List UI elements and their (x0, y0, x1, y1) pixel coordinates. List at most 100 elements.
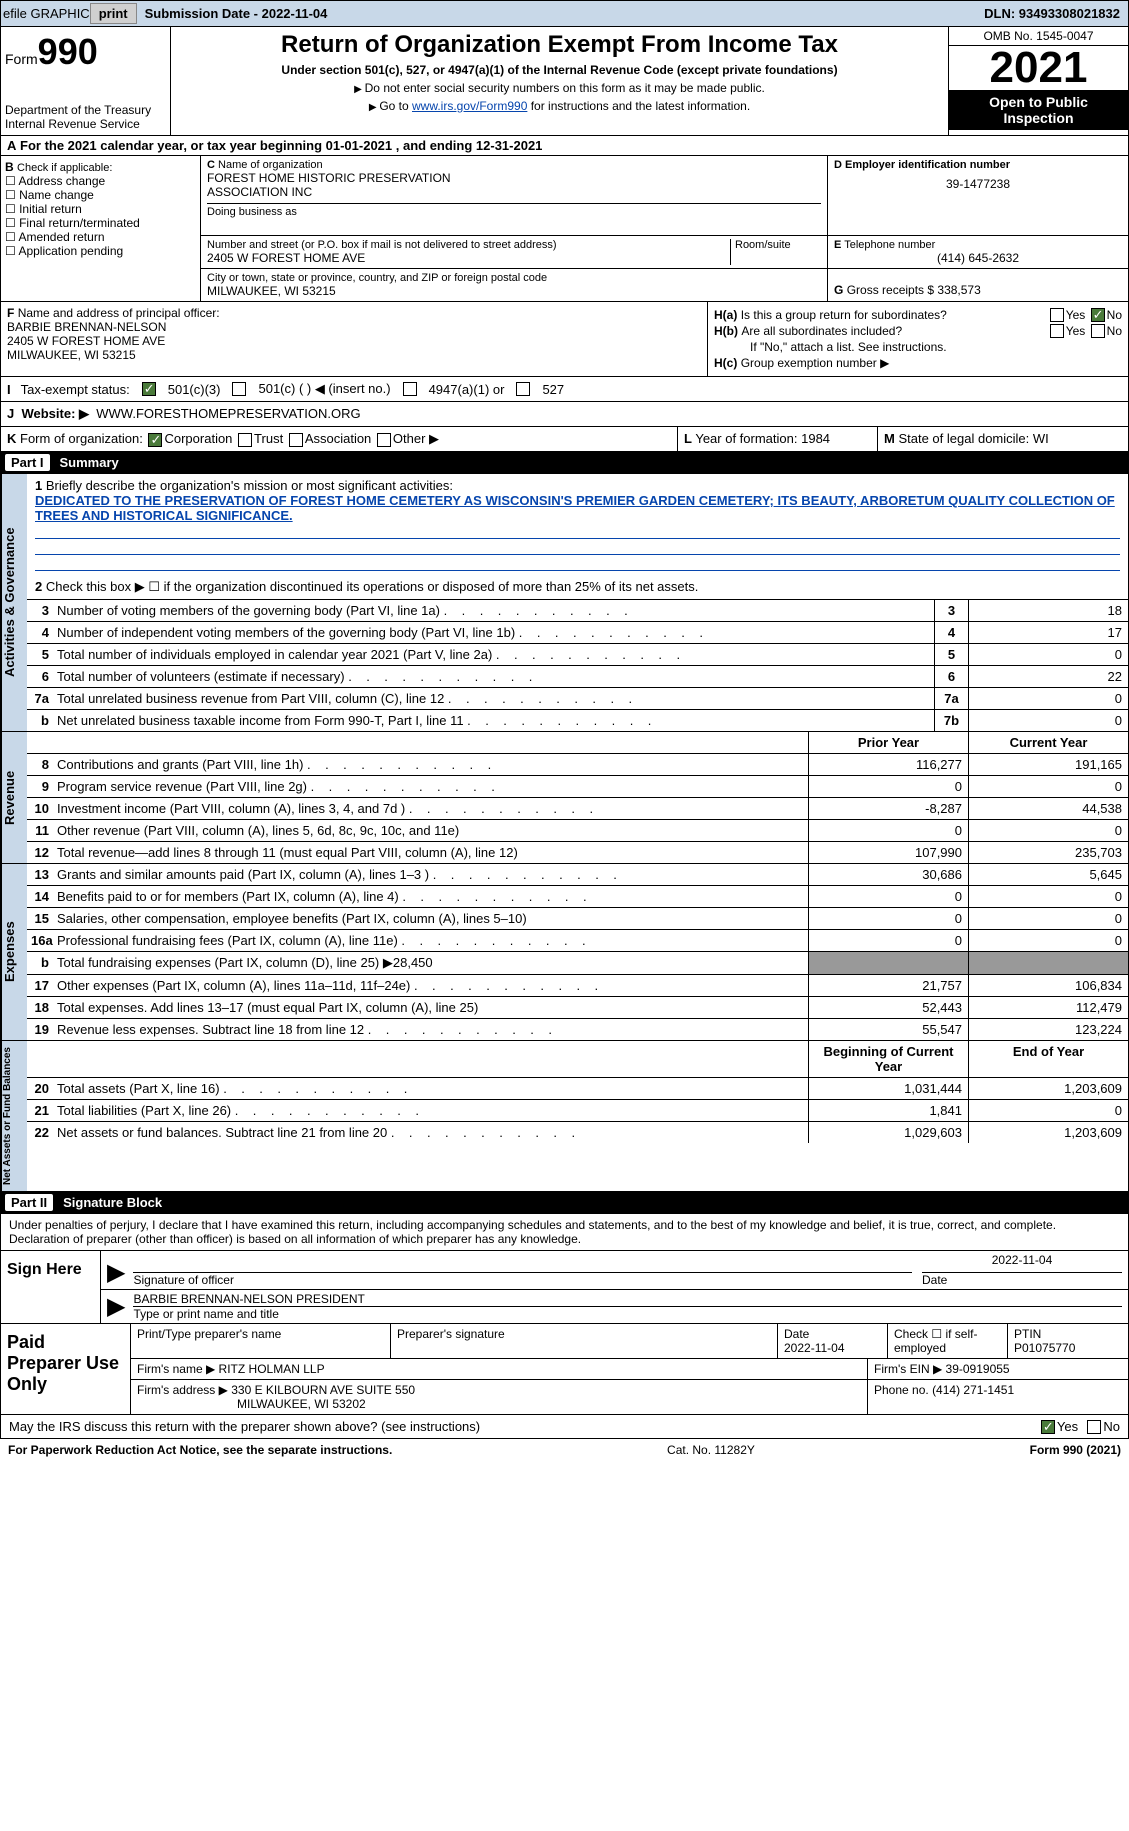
sig-name: BARBIE BRENNAN-NELSON PRESIDENT (133, 1292, 1122, 1307)
website-url: WWW.FORESTHOMEPRESERVATION.ORG (96, 406, 360, 421)
firm-label: Firm's name ▶ (137, 1362, 215, 1376)
prep-date: 2022-11-04 (784, 1341, 845, 1355)
submission-date: Submission Date - 2022-11-04 (145, 6, 328, 21)
line2-text: Check this box ▶ ☐ if the organization d… (46, 579, 699, 594)
line13: Grants and similar amounts paid (Part IX… (53, 864, 808, 885)
form-subtitle: Under section 501(c), 527, or 4947(a)(1)… (175, 63, 944, 77)
dba-label: Doing business as (207, 203, 821, 218)
summary-revenue: Revenue Prior YearCurrent Year 8Contribu… (0, 732, 1129, 864)
prep-name-label: Print/Type preparer's name (131, 1324, 391, 1358)
street-label: Number and street (or P.O. box if mail i… (207, 239, 726, 251)
street: 2405 W FOREST HOME AVE (207, 251, 726, 265)
sig-officer-label: Signature of officer (133, 1273, 234, 1287)
officer-name: BARBIE BRENNAN-NELSON (7, 320, 701, 334)
chk-501c3[interactable] (142, 382, 156, 396)
ssn-note: Do not enter social security numbers on … (175, 81, 944, 95)
goto-note: Go to www.irs.gov/Form990 for instructio… (175, 99, 944, 113)
line16a: Professional fundraising fees (Part IX, … (53, 930, 808, 951)
ptin: P01075770 (1014, 1341, 1075, 1355)
ha-question: Is this a group return for subordinates? (741, 308, 1048, 322)
chk-address[interactable]: Address change (5, 174, 196, 188)
cat-no: Cat. No. 11282Y (392, 1443, 1029, 1457)
prep-sig-label: Preparer's signature (391, 1324, 778, 1358)
chk-other[interactable] (377, 433, 391, 447)
open-inspection: Open to Public Inspection (949, 90, 1128, 130)
ein-label: Employer identification number (845, 159, 1010, 171)
gross-receipts: 338,573 (937, 283, 980, 297)
part2-header: Part IISignature Block (0, 1192, 1129, 1214)
ha-yes[interactable] (1050, 308, 1064, 322)
chk-amended[interactable]: Amended return (5, 230, 196, 244)
form-header: Form990 Department of the Treasury Inter… (0, 27, 1129, 136)
chk-501c[interactable] (232, 382, 246, 396)
signature-block: Under penalties of perjury, I declare th… (0, 1214, 1129, 1324)
top-bar: efile GRAPHIC print Submission Date - 20… (0, 0, 1129, 27)
sig-date: 2022-11-04 (922, 1253, 1122, 1273)
hb-no[interactable] (1091, 324, 1105, 338)
form-number: 990 (38, 31, 98, 72)
form-label: Form (5, 51, 38, 67)
line18: Total expenses. Add lines 13–17 (must eq… (53, 997, 808, 1018)
irs-link[interactable]: www.irs.gov/Form990 (412, 99, 527, 113)
block-bcd: B Check if applicable: Address change Na… (0, 156, 1129, 302)
line7a-val: 0 (968, 688, 1128, 709)
paperwork-notice: For Paperwork Reduction Act Notice, see … (8, 1443, 392, 1457)
arrow-icon: ▶ (107, 1258, 125, 1287)
form-org-label: Form of organization: (20, 431, 143, 446)
irs-yes[interactable] (1041, 1420, 1055, 1434)
ha-no[interactable] (1091, 308, 1105, 322)
check-applicable: Check if applicable: (17, 162, 112, 174)
website-label: Website: ▶ (21, 406, 89, 421)
print-button[interactable]: print (90, 3, 137, 24)
state-domicile: WI (1033, 431, 1049, 446)
tab-revenue: Revenue (1, 732, 27, 863)
city: MILWAUKEE, WI 53215 (207, 284, 821, 298)
officer-label: Name and address of principal officer: (18, 306, 220, 320)
summary-activities: Activities & Governance 1 Briefly descri… (0, 474, 1129, 732)
firm-phone: (414) 271-1451 (932, 1383, 1014, 1397)
footer: For Paperwork Reduction Act Notice, see … (0, 1439, 1129, 1461)
line5-val: 0 (968, 644, 1128, 665)
org-name-1: FOREST HOME HISTORIC PRESERVATION (207, 171, 821, 185)
paid-preparer-label: Paid Preparer Use Only (1, 1324, 131, 1414)
chk-application[interactable]: Application pending (5, 244, 196, 258)
chk-4947[interactable] (403, 382, 417, 396)
end-year-hdr: End of Year (968, 1041, 1128, 1077)
line6: Total number of volunteers (estimate if … (53, 666, 934, 687)
city-label: City or town, state or province, country… (207, 272, 821, 284)
row-i: ITax-exempt status: 501(c)(3) 501(c) ( )… (0, 377, 1129, 402)
line7a: Total unrelated business revenue from Pa… (53, 688, 934, 709)
firm-name: RITZ HOLMAN LLP (219, 1362, 325, 1376)
chk-initial[interactable]: Initial return (5, 202, 196, 216)
begin-year-hdr: Beginning of Current Year (808, 1041, 968, 1077)
chk-527[interactable] (516, 382, 530, 396)
mission-text: DEDICATED TO THE PRESERVATION OF FOREST … (35, 493, 1115, 523)
tax-year: 2021 (949, 46, 1128, 90)
hb-question: Are all subordinates included? (741, 324, 1047, 338)
chk-name[interactable]: Name change (5, 188, 196, 202)
line14: Benefits paid to or for members (Part IX… (53, 886, 808, 907)
hb-yes[interactable] (1050, 324, 1064, 338)
line15: Salaries, other compensation, employee b… (53, 908, 808, 929)
chk-final[interactable]: Final return/terminated (5, 216, 196, 230)
line4-val: 17 (968, 622, 1128, 643)
line21: Total liabilities (Part X, line 26) (53, 1100, 808, 1121)
irs-no[interactable] (1087, 1420, 1101, 1434)
irs-label: Internal Revenue Service (5, 117, 166, 131)
current-year-hdr: Current Year (968, 732, 1128, 753)
firm-addr-label: Firm's address ▶ (137, 1383, 228, 1397)
firm-addr1: 330 E KILBOURN AVE SUITE 550 (231, 1383, 415, 1397)
chk-trust[interactable] (238, 433, 252, 447)
chk-assoc[interactable] (289, 433, 303, 447)
line20: Total assets (Part X, line 16) (53, 1078, 808, 1099)
room-label: Room/suite (731, 239, 821, 265)
prep-self-employed: Check ☐ if self-employed (888, 1324, 1008, 1358)
line22: Net assets or fund balances. Subtract li… (53, 1122, 808, 1143)
irs-discuss: May the IRS discuss this return with the… (0, 1415, 1129, 1439)
hc-label: Group exemption number ▶ (741, 356, 890, 370)
year-formation-label: Year of formation: (695, 431, 797, 446)
dln: DLN: 93493308021832 (984, 6, 1120, 21)
chk-corp[interactable] (148, 433, 162, 447)
line17: Other expenses (Part IX, column (A), lin… (53, 975, 808, 996)
telephone: (414) 645-2632 (834, 251, 1122, 265)
